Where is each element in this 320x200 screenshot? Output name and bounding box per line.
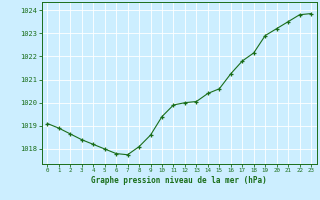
X-axis label: Graphe pression niveau de la mer (hPa): Graphe pression niveau de la mer (hPa) bbox=[91, 176, 267, 185]
